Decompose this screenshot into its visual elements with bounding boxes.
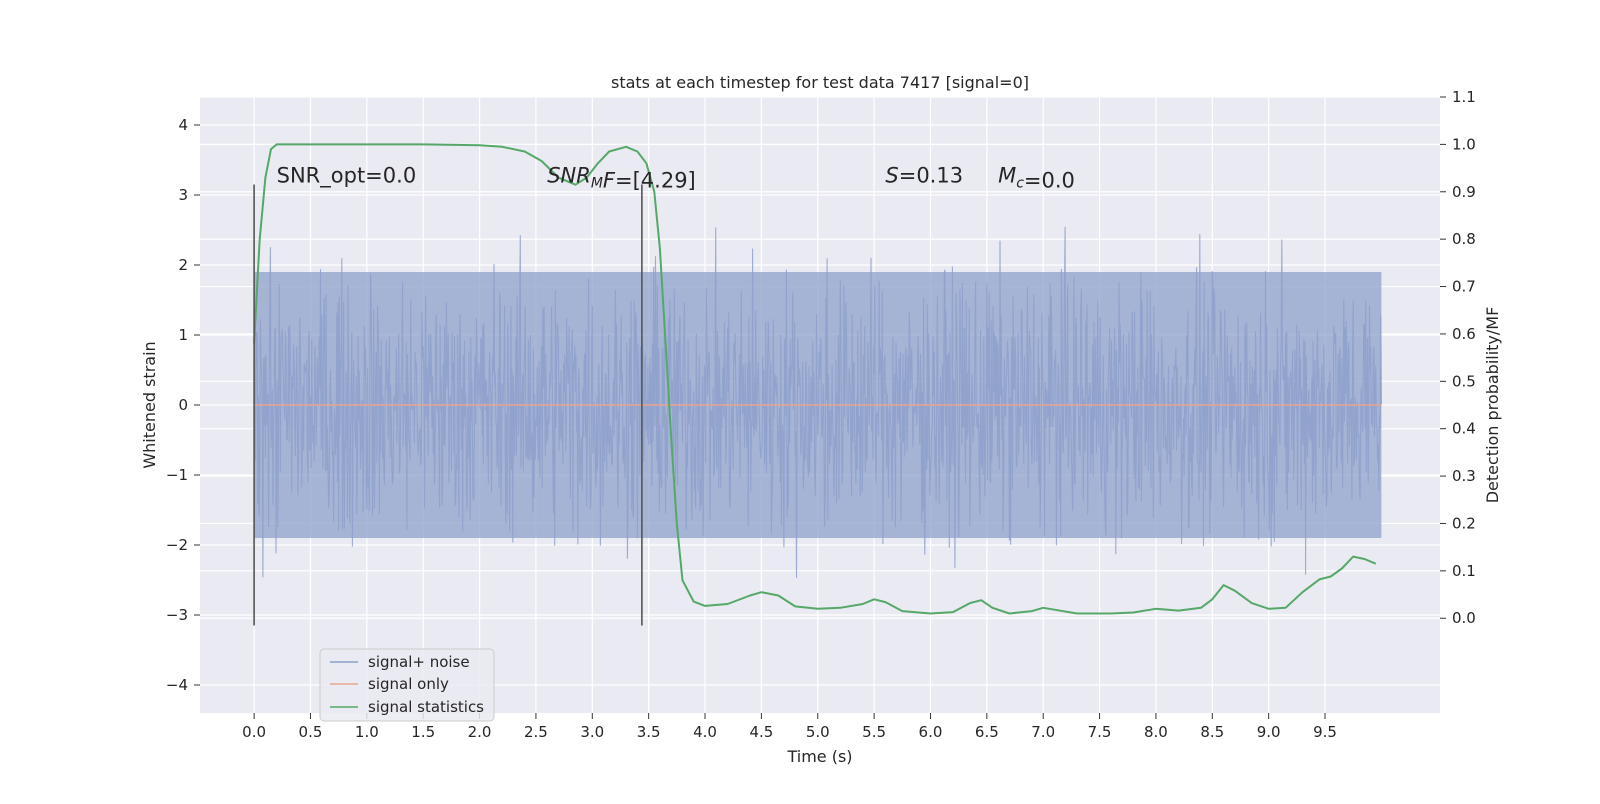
- y2-tick-label: 0.7: [1452, 278, 1476, 296]
- y-tick-label: −1: [166, 466, 188, 484]
- plot-annotations: SNR_opt=0.0 SNRMF=[4.29] S=0.13 Mc=0.0: [277, 163, 1075, 192]
- x-tick-label: 1.5: [411, 723, 435, 741]
- x-tick-label: 8.0: [1144, 723, 1168, 741]
- x-tick-label: 2.5: [524, 723, 548, 741]
- series-signal-statistics: [253, 143, 1377, 615]
- legend: signal+ noise signal only signal statist…: [319, 648, 495, 722]
- annotation-part: S: [885, 163, 898, 187]
- y2-tick-label: 0.8: [1452, 230, 1476, 248]
- y2-tick-label: 0.3: [1452, 467, 1476, 485]
- legend-label-noise: signal+ noise: [368, 653, 470, 671]
- x-tick-label: 3.0: [580, 723, 604, 741]
- x-tick-label: 5.0: [806, 723, 830, 741]
- x-tick-label: 8.5: [1200, 723, 1224, 741]
- marker-lines: [253, 184, 643, 626]
- axes: 0.0 0.5 1.0 1.5 2.0 2.5 3.0 3.5 4.0 4.5 5.0 5.5 6.0 6…: [166, 88, 1476, 741]
- annotation-part: c: [1016, 175, 1024, 191]
- y-tick-label: 3: [178, 186, 188, 204]
- annotation-text: SNRMF=[4.29]: [547, 163, 696, 192]
- annotation-part: =[4.29]: [615, 168, 696, 192]
- x-tick-label: 4.0: [693, 723, 717, 741]
- y2-tick-label: 0.4: [1452, 420, 1476, 438]
- y-tick-label: −4: [166, 676, 188, 694]
- x-tick-label: 1.0: [355, 723, 379, 741]
- x-tick-label: 3.5: [637, 723, 661, 741]
- x-tick-label: 0.0: [242, 723, 266, 741]
- plot-series: [253, 143, 1382, 615]
- annotation-part: SNR_opt=0.0: [277, 163, 417, 188]
- x-tick-label: 2.0: [468, 723, 492, 741]
- annotation-text: S=0.13: [885, 163, 963, 187]
- annotation-part: SNR: [547, 163, 591, 187]
- legend-label-statistics: signal statistics: [368, 698, 484, 716]
- annotation-text: SNR_opt=0.0: [277, 163, 417, 188]
- x-tick-label: 9.5: [1313, 723, 1337, 741]
- x-tick-label: 7.0: [1031, 723, 1055, 741]
- y2-tick-label: 0.5: [1452, 372, 1476, 390]
- y2-tick-label: 0.6: [1452, 325, 1476, 343]
- annotation-part: =0.0: [1024, 168, 1075, 192]
- x-tick-label: 6.0: [919, 723, 943, 741]
- annotation-part: M: [591, 175, 603, 191]
- y-axis-title: Whitened strain: [140, 341, 159, 468]
- x-tick-label: 5.5: [862, 723, 886, 741]
- y2-tick-label: 0.9: [1452, 183, 1476, 201]
- annotation-text: Mc=0.0: [998, 163, 1075, 192]
- annotation-part: F: [603, 168, 616, 192]
- y2-tick-label: 1.1: [1452, 88, 1476, 106]
- x-tick-label: 9.0: [1257, 723, 1281, 741]
- y2-axis-title: Detection probability/MF: [1483, 307, 1502, 504]
- y2-tick-label: 0.0: [1452, 609, 1476, 627]
- y-tick-label: −2: [166, 536, 188, 554]
- x-tick-label: 7.5: [1088, 723, 1112, 741]
- x-axis-title: Time (s): [786, 747, 852, 766]
- y-tick-label: 1: [178, 326, 188, 344]
- y-tick-label: −3: [166, 606, 188, 624]
- y2-tick-label: 0.1: [1452, 562, 1476, 580]
- chart-title: stats at each timestep for test data 741…: [611, 73, 1029, 92]
- annotation-part: M: [998, 163, 1016, 187]
- y-tick-label: 0: [178, 396, 188, 414]
- legend-box: [319, 648, 495, 722]
- y-tick-label: 4: [178, 116, 188, 134]
- y2-tick-label: 1.0: [1452, 135, 1476, 153]
- y-tick-label: 2: [178, 256, 188, 274]
- x-tick-label: 6.5: [975, 723, 999, 741]
- y2-tick-label: 0.2: [1452, 514, 1476, 532]
- legend-label-signal: signal only: [368, 675, 449, 693]
- annotation-part: =0.13: [899, 163, 963, 187]
- x-tick-label: 4.5: [749, 723, 773, 741]
- x-tick-label: 0.5: [299, 723, 323, 741]
